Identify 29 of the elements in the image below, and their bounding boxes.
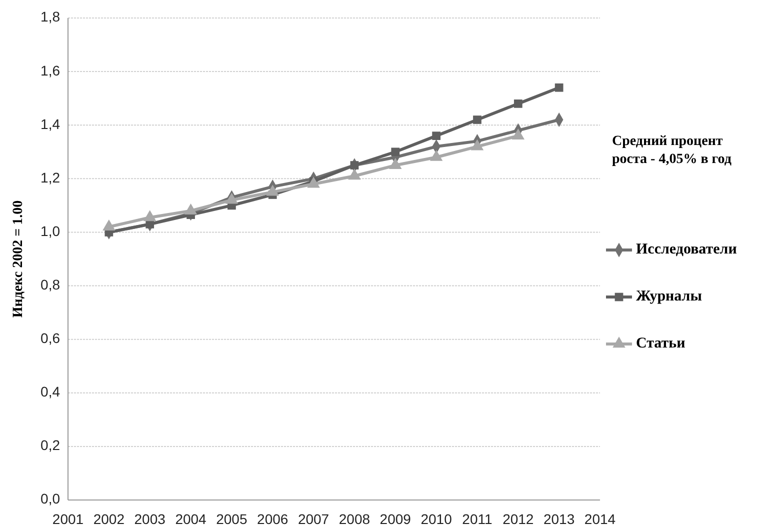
y-axis-title: Индекс 2002 = 1.00 bbox=[11, 200, 26, 318]
y-tick-label: 1,0 bbox=[40, 222, 60, 239]
x-tick-label: 2003 bbox=[134, 511, 166, 527]
x-tick-label: 2004 bbox=[175, 511, 207, 527]
x-tick-label: 2006 bbox=[257, 511, 288, 527]
y-tick-label: 0,0 bbox=[40, 490, 60, 507]
x-tick-label: 2010 bbox=[420, 511, 452, 527]
x-tick-label: 2007 bbox=[298, 511, 330, 527]
y-tick-label: 1,6 bbox=[40, 62, 60, 78]
x-tick-label: 2012 bbox=[502, 511, 534, 527]
y-tick-label: 0,6 bbox=[40, 330, 60, 346]
y-tick-label: 1,4 bbox=[40, 116, 60, 132]
legend-label: Исследователи bbox=[636, 241, 738, 258]
y-tick-label: 1,8 bbox=[40, 8, 60, 25]
text: Средний процент роста - 4,05% в год bbox=[612, 134, 732, 167]
x-tick-label: 2002 bbox=[93, 511, 125, 527]
y-tick-label: 1,2 bbox=[40, 169, 60, 186]
x-tick-label: 2009 bbox=[380, 511, 412, 527]
x-tick-label: 2001 bbox=[52, 511, 84, 527]
y-tick-label: 0,4 bbox=[40, 384, 60, 400]
y-tick-label: 0,2 bbox=[40, 437, 60, 454]
y-tick-label: 0,8 bbox=[40, 276, 60, 292]
x-tick-label: 2005 bbox=[216, 511, 248, 527]
legend-label: Статьи bbox=[636, 335, 686, 352]
x-tick-label: 2011 bbox=[462, 511, 492, 527]
legend-label: Журналы bbox=[636, 288, 702, 304]
x-tick-label: 2014 bbox=[584, 511, 616, 527]
x-tick-label: 2008 bbox=[338, 511, 370, 527]
x-tick-label: 2013 bbox=[544, 511, 575, 527]
